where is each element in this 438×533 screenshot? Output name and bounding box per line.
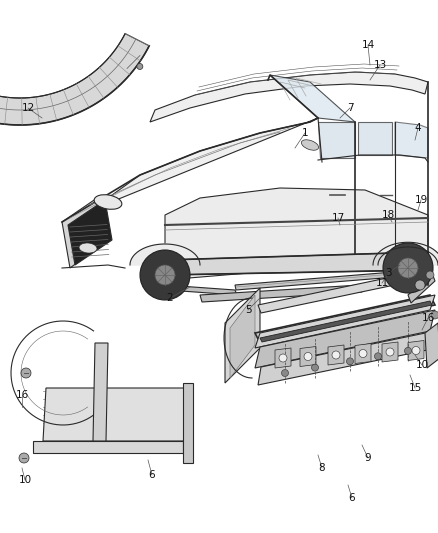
Circle shape bbox=[311, 364, 318, 371]
Circle shape bbox=[374, 353, 381, 360]
Polygon shape bbox=[255, 310, 435, 368]
Polygon shape bbox=[62, 196, 108, 268]
Polygon shape bbox=[358, 122, 392, 155]
Polygon shape bbox=[255, 295, 435, 348]
Circle shape bbox=[412, 346, 420, 354]
Polygon shape bbox=[165, 285, 237, 295]
Polygon shape bbox=[300, 346, 316, 367]
Polygon shape bbox=[225, 288, 260, 383]
Circle shape bbox=[386, 348, 394, 356]
Polygon shape bbox=[382, 342, 398, 362]
Polygon shape bbox=[0, 34, 149, 125]
Text: 16: 16 bbox=[15, 390, 28, 400]
Text: 16: 16 bbox=[421, 313, 434, 323]
Polygon shape bbox=[408, 273, 435, 303]
Text: 8: 8 bbox=[319, 463, 325, 473]
Polygon shape bbox=[165, 252, 428, 275]
Polygon shape bbox=[258, 331, 435, 385]
Polygon shape bbox=[408, 341, 424, 360]
Circle shape bbox=[19, 453, 29, 463]
Polygon shape bbox=[255, 295, 435, 343]
Circle shape bbox=[140, 250, 190, 300]
Polygon shape bbox=[130, 244, 200, 265]
Text: 14: 14 bbox=[361, 40, 374, 50]
Polygon shape bbox=[270, 75, 355, 122]
Text: 19: 19 bbox=[414, 195, 427, 205]
Polygon shape bbox=[200, 285, 362, 302]
Polygon shape bbox=[275, 348, 291, 368]
Polygon shape bbox=[425, 323, 438, 368]
Polygon shape bbox=[258, 270, 428, 313]
Text: 1: 1 bbox=[302, 128, 308, 138]
Ellipse shape bbox=[94, 195, 122, 209]
Text: 10: 10 bbox=[415, 360, 428, 370]
Circle shape bbox=[415, 280, 425, 290]
Polygon shape bbox=[373, 243, 438, 265]
Polygon shape bbox=[165, 188, 428, 280]
Circle shape bbox=[359, 350, 367, 358]
Polygon shape bbox=[230, 295, 255, 378]
Text: 6: 6 bbox=[148, 470, 155, 480]
Polygon shape bbox=[328, 345, 344, 365]
Circle shape bbox=[398, 258, 418, 278]
Text: 12: 12 bbox=[21, 103, 35, 113]
Ellipse shape bbox=[79, 243, 97, 253]
Polygon shape bbox=[318, 122, 355, 158]
Text: 6: 6 bbox=[349, 493, 355, 503]
Text: 7: 7 bbox=[347, 103, 353, 113]
Circle shape bbox=[304, 352, 312, 360]
Polygon shape bbox=[235, 270, 420, 290]
Polygon shape bbox=[62, 118, 318, 222]
Circle shape bbox=[282, 369, 289, 376]
Text: 5: 5 bbox=[245, 305, 251, 315]
Text: 9: 9 bbox=[365, 453, 371, 463]
Circle shape bbox=[431, 311, 438, 319]
Circle shape bbox=[137, 63, 143, 69]
Circle shape bbox=[279, 354, 287, 362]
Polygon shape bbox=[183, 383, 193, 463]
Polygon shape bbox=[43, 388, 186, 441]
Polygon shape bbox=[260, 301, 432, 342]
Text: 4: 4 bbox=[415, 123, 421, 133]
Text: 2: 2 bbox=[167, 293, 173, 303]
Text: 3: 3 bbox=[385, 268, 391, 278]
Polygon shape bbox=[33, 441, 183, 453]
Circle shape bbox=[332, 351, 340, 359]
Circle shape bbox=[405, 348, 411, 354]
Circle shape bbox=[21, 368, 31, 378]
Text: 15: 15 bbox=[408, 383, 422, 393]
Text: 18: 18 bbox=[381, 210, 395, 220]
Text: 17: 17 bbox=[332, 213, 345, 223]
Text: 10: 10 bbox=[18, 475, 32, 485]
Circle shape bbox=[426, 271, 434, 279]
Polygon shape bbox=[150, 72, 428, 122]
Circle shape bbox=[383, 243, 433, 293]
Text: 13: 13 bbox=[373, 60, 387, 70]
Polygon shape bbox=[355, 343, 371, 364]
Circle shape bbox=[155, 265, 175, 285]
Ellipse shape bbox=[301, 140, 318, 150]
Text: 11: 11 bbox=[375, 278, 389, 288]
Circle shape bbox=[346, 358, 353, 365]
Polygon shape bbox=[68, 200, 112, 265]
Polygon shape bbox=[93, 343, 108, 441]
Polygon shape bbox=[395, 122, 428, 158]
